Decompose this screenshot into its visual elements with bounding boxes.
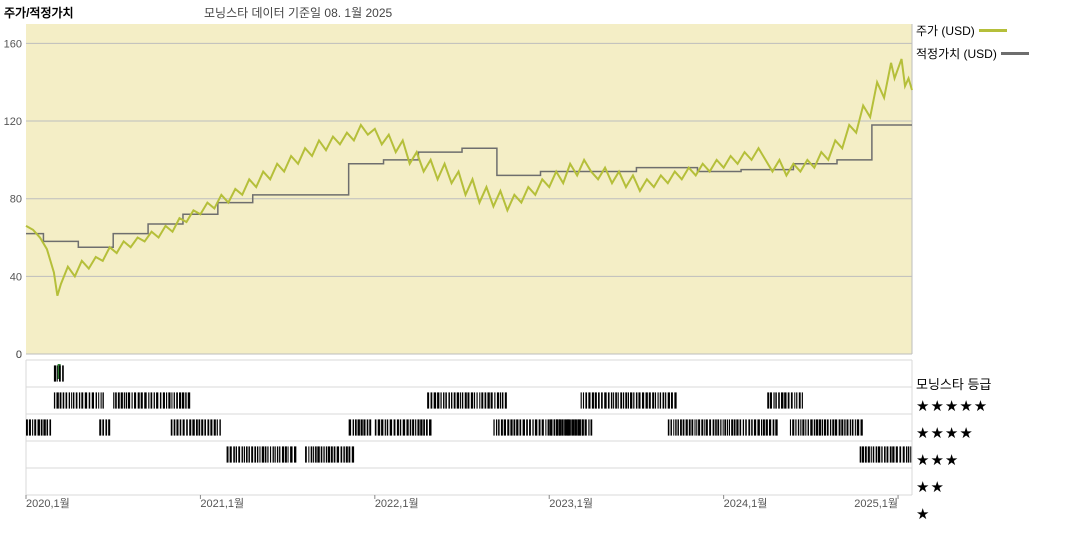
- chart-subtitle: 모닝스타 데이터 기준일 08. 1월 2025: [204, 4, 392, 21]
- legend-item-price: 주가 (USD): [916, 22, 1078, 39]
- rating-row-4: ★★★★: [916, 424, 1078, 451]
- legend-label: 주가 (USD): [916, 22, 975, 39]
- legend-swatch: [1001, 52, 1029, 55]
- rating-title: 모닝스타 등급: [916, 374, 1078, 393]
- svg-text:2025,1월: 2025,1월: [854, 497, 898, 510]
- svg-text:80: 80: [10, 194, 22, 206]
- legend-label: 적정가치 (USD): [916, 45, 997, 62]
- chart-panel: 0408012016002020,1월2021,1월2022,1월2023,1월…: [4, 22, 914, 502]
- svg-text:2022,1월: 2022,1월: [375, 497, 419, 510]
- svg-text:2020,1월: 2020,1월: [26, 497, 70, 510]
- svg-text:2024,1월: 2024,1월: [724, 497, 768, 510]
- svg-text:2021,1월: 2021,1월: [200, 497, 244, 510]
- rating-row-2: ★★: [916, 478, 1078, 505]
- rating-row-1: ★: [916, 505, 1078, 532]
- svg-text:40: 40: [10, 271, 22, 283]
- legend-item-fair: 적정가치 (USD): [916, 45, 1078, 62]
- rating-row-3: ★★★: [916, 451, 1078, 478]
- svg-text:0: 0: [16, 349, 22, 361]
- legend-swatch: [979, 29, 1007, 32]
- svg-text:120: 120: [4, 116, 22, 128]
- legend-panel: 주가 (USD)적정가치 (USD) 모닝스타 등급★★★★★★★★★★★★★★…: [916, 22, 1078, 502]
- header: 주가/적정가치 모닝스타 데이터 기준일 08. 1월 2025: [4, 4, 1080, 24]
- svg-text:2023,1월: 2023,1월: [549, 497, 593, 510]
- svg-text:160: 160: [4, 38, 22, 50]
- chart-title: 주가/적정가치: [4, 6, 74, 20]
- rating-row-5: ★★★★★: [916, 397, 1078, 424]
